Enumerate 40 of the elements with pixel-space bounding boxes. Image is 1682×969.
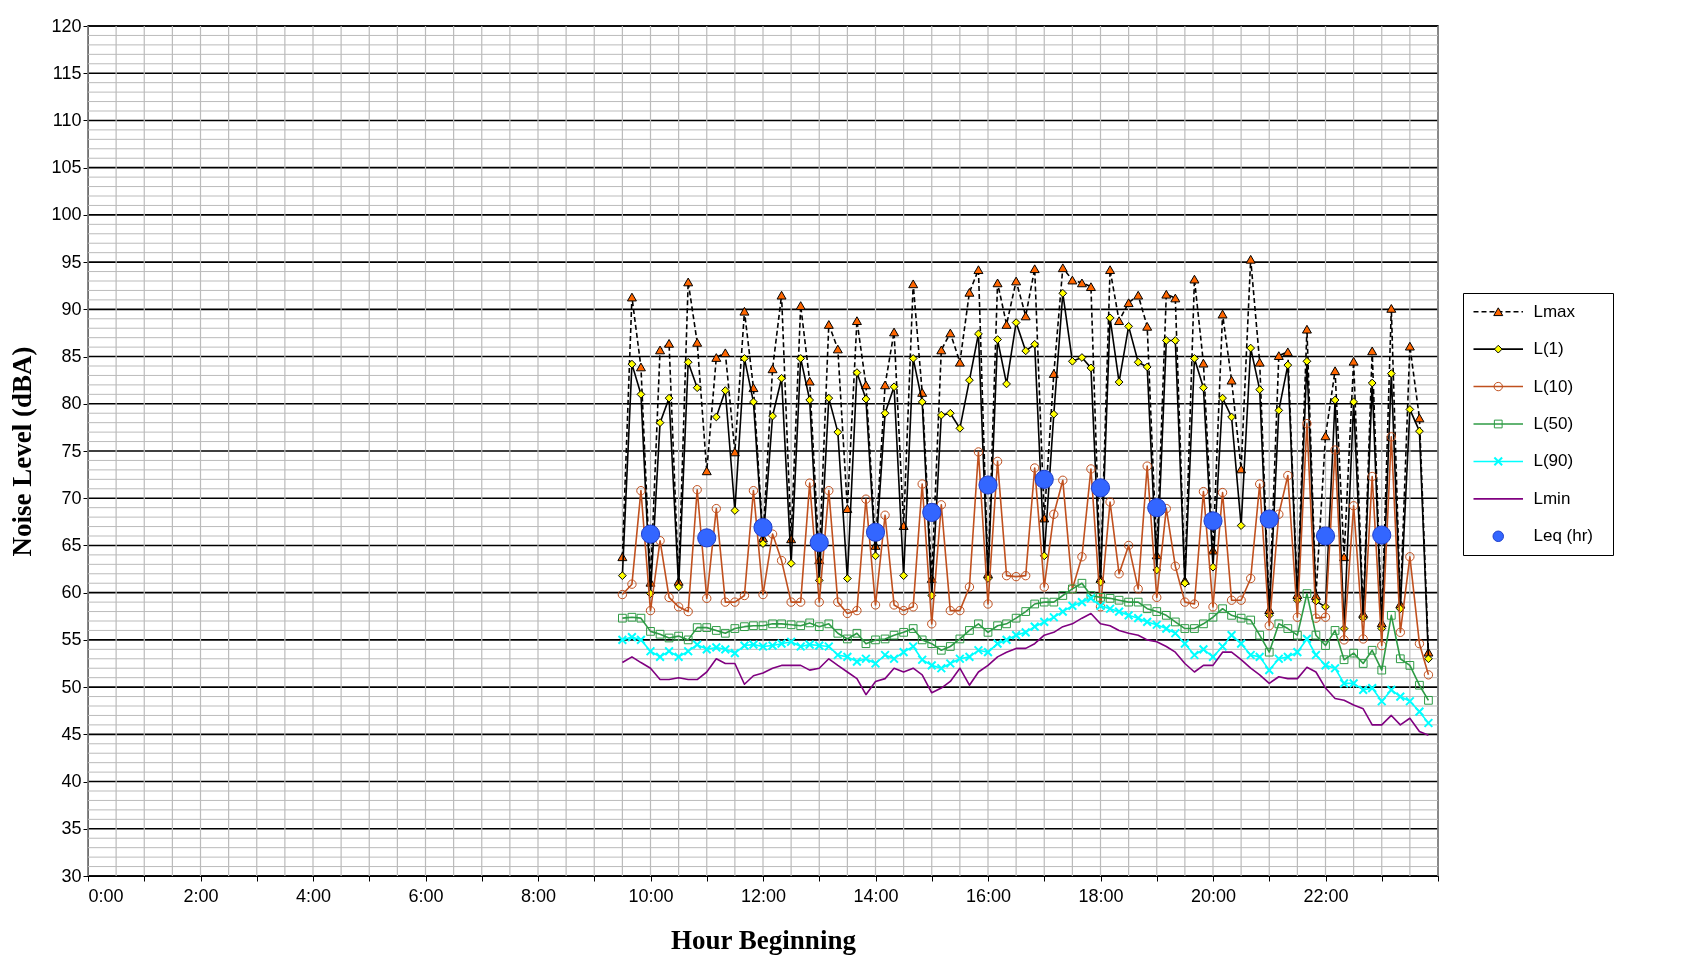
legend-label: L(90) <box>1533 451 1574 471</box>
legend-label: L(10) <box>1533 376 1574 396</box>
x-tick-label: 10:00 <box>628 885 674 906</box>
y-tick-label: 45 <box>61 723 82 744</box>
y-tick-label: 30 <box>61 865 82 886</box>
y-tick-label: 75 <box>61 440 82 461</box>
legend-label: Leq (hr) <box>1533 526 1594 546</box>
legend-label: Lmax <box>1533 301 1576 321</box>
y-tick-label: 70 <box>61 487 82 508</box>
y-axis-title: Noise Level (dBA) <box>7 346 38 557</box>
y-tick-label: 80 <box>61 393 82 414</box>
legend-label: L(50) <box>1533 414 1574 433</box>
x-tick-label: 18:00 <box>1078 885 1124 906</box>
y-tick-label: 120 <box>51 15 82 36</box>
y-tick-label: 105 <box>51 157 82 178</box>
y-tick-label: 60 <box>61 582 82 603</box>
y-tick-label: 100 <box>51 204 82 225</box>
y-tick-label: 110 <box>52 109 82 130</box>
y-tick-label: 40 <box>61 771 82 792</box>
x-tick-label: 4:00 <box>295 885 332 906</box>
y-tick-label: 65 <box>61 534 82 555</box>
legend-label: Lmin <box>1533 488 1571 508</box>
x-tick-label: 6:00 <box>408 885 444 906</box>
legend-label: L(1) <box>1533 339 1564 359</box>
x-tick-label: 12:00 <box>740 885 787 906</box>
y-tick-label: 35 <box>61 818 82 839</box>
x-axis-title: Hour Beginning <box>671 924 857 955</box>
x-tick-label: 8:00 <box>520 885 557 906</box>
y-tick-label: 50 <box>61 676 82 697</box>
y-tick-label: 115 <box>52 62 82 83</box>
x-tick-label: 2:00 <box>183 885 219 906</box>
x-tick-label: 0:00 <box>88 885 124 906</box>
y-tick-label: 95 <box>61 251 82 272</box>
y-tick-label: 90 <box>61 298 82 319</box>
y-tick-label: 85 <box>61 346 82 367</box>
y-tick-label: 55 <box>61 629 82 650</box>
x-tick-label: 16:00 <box>965 885 1012 906</box>
x-tick-label: 22:00 <box>1303 885 1349 906</box>
x-tick-label: 20:00 <box>1190 885 1237 906</box>
x-tick-label: 14:00 <box>853 885 899 906</box>
